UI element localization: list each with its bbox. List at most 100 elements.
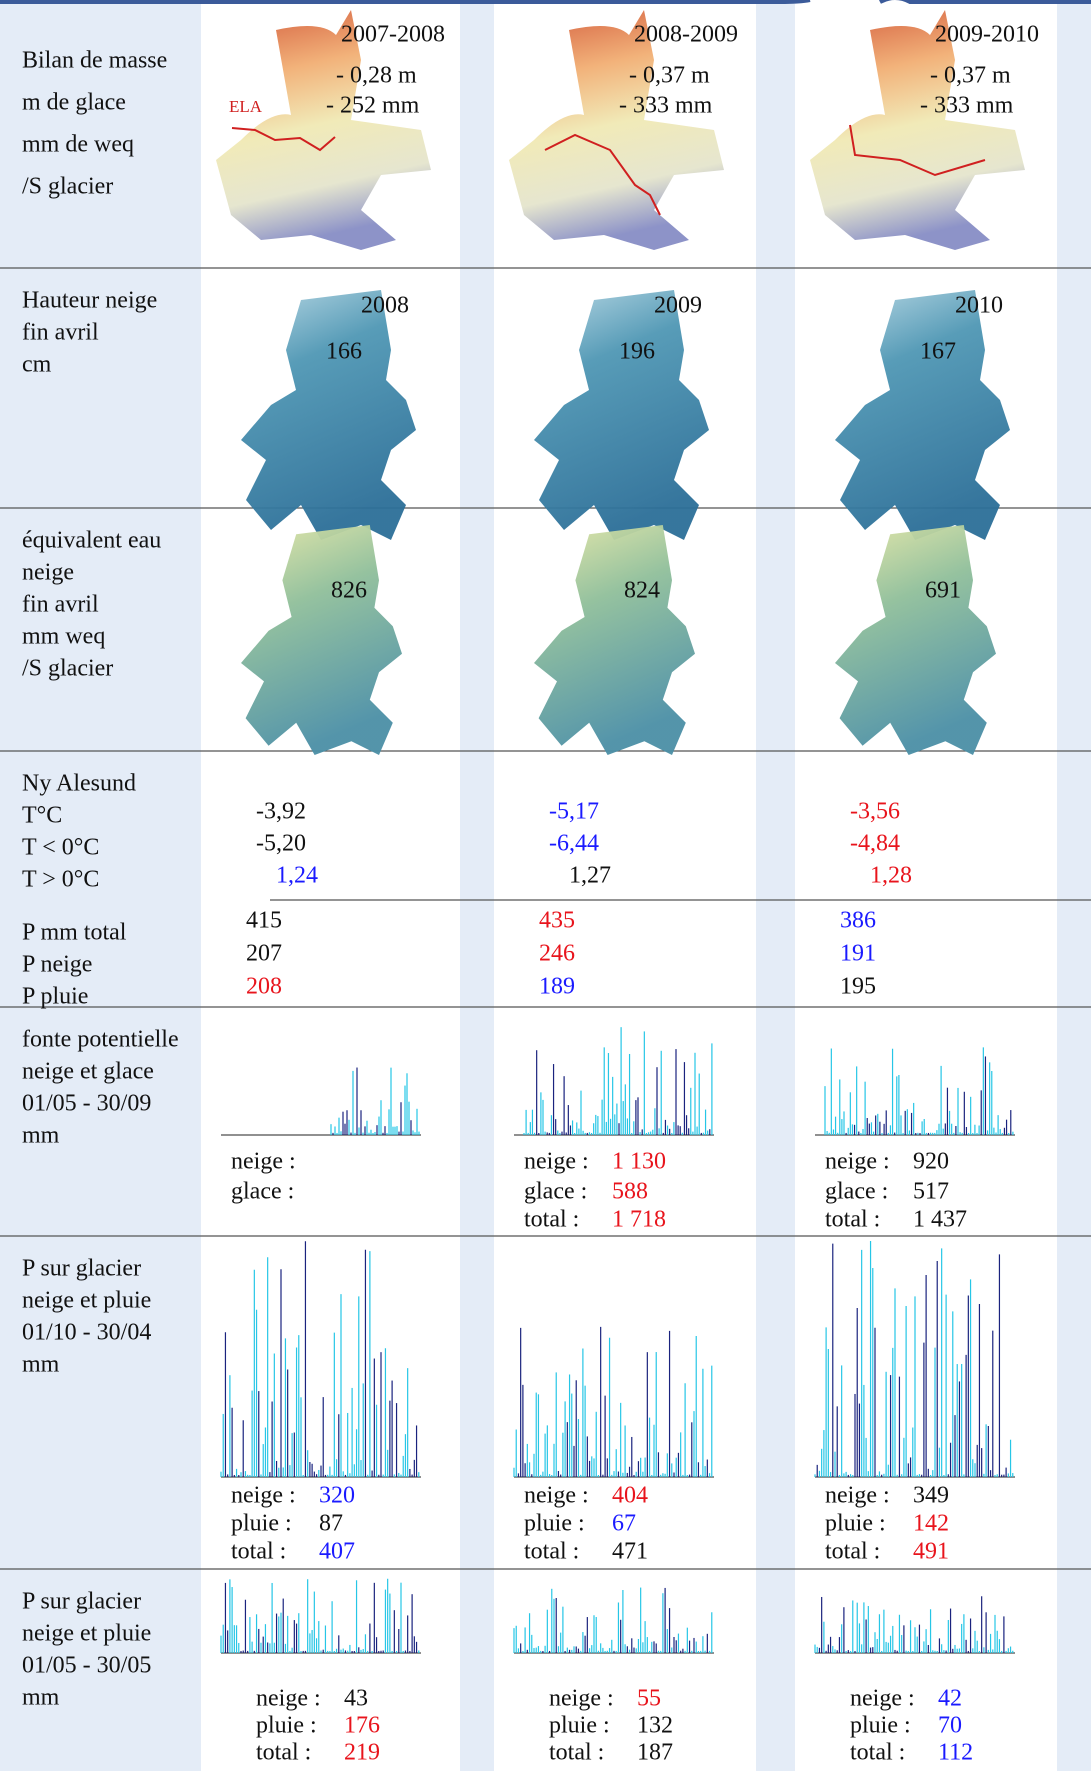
row-label: T°C bbox=[22, 803, 62, 829]
row-label: mm de weq bbox=[22, 132, 134, 158]
climate-value: -5,20 bbox=[256, 831, 306, 857]
climate-value: 189 bbox=[539, 974, 575, 1000]
stat-label: neige : bbox=[850, 1686, 915, 1712]
stat-value: 55 bbox=[637, 1686, 661, 1712]
stat-label: total : bbox=[825, 1539, 880, 1565]
stat-label: pluie : bbox=[549, 1713, 610, 1739]
stat-value: 1 130 bbox=[612, 1149, 666, 1175]
stat-label: neige : bbox=[256, 1686, 321, 1712]
stat-label: pluie : bbox=[850, 1713, 911, 1739]
stat-label: neige : bbox=[825, 1483, 890, 1509]
snow-depth: 166 bbox=[326, 339, 362, 365]
climate-value: 1,24 bbox=[276, 863, 318, 889]
row-label: T < 0°C bbox=[22, 835, 99, 861]
climate-value: 195 bbox=[840, 974, 876, 1000]
row-label: équivalent eau bbox=[22, 528, 161, 554]
climate-value: 191 bbox=[840, 941, 876, 967]
glacier-map bbox=[810, 10, 1025, 250]
snow-weq: 691 bbox=[925, 578, 961, 604]
row-label: 01/05 - 30/09 bbox=[22, 1091, 151, 1117]
stat-label: neige : bbox=[524, 1483, 589, 1509]
stat-value: 491 bbox=[913, 1539, 949, 1565]
climate-value: 246 bbox=[539, 941, 575, 967]
stat-label: total : bbox=[524, 1207, 579, 1233]
label-column bbox=[0, 4, 201, 1771]
glacier-map bbox=[835, 525, 996, 755]
climate-value: 207 bbox=[246, 941, 282, 967]
snow-depth: 167 bbox=[920, 339, 956, 365]
snow-weq: 826 bbox=[331, 578, 367, 604]
climate-value: 386 bbox=[840, 908, 876, 934]
year: 2010 bbox=[955, 293, 1003, 319]
glacier-map bbox=[534, 525, 695, 755]
row-label: P sur glacier bbox=[22, 1256, 141, 1282]
stripe bbox=[1057, 4, 1091, 1771]
stat-label: total : bbox=[256, 1740, 311, 1766]
ela-label: ELA bbox=[229, 97, 263, 116]
glacier-map bbox=[241, 525, 402, 755]
stat-value: 42 bbox=[938, 1686, 962, 1712]
mass-mm: - 252 mm bbox=[326, 93, 420, 119]
stat-label: total : bbox=[549, 1740, 604, 1766]
stat-label: neige : bbox=[825, 1149, 890, 1175]
stat-label: total : bbox=[231, 1539, 286, 1565]
climate-value: -5,17 bbox=[549, 799, 599, 825]
glacier-map bbox=[835, 290, 1010, 540]
climate-value: 435 bbox=[539, 908, 575, 934]
stat-label: neige : bbox=[231, 1149, 296, 1175]
row-label: mm weq bbox=[22, 624, 105, 650]
stat-value: 87 bbox=[319, 1511, 343, 1537]
year: 2008 bbox=[361, 293, 409, 319]
stat-label: pluie : bbox=[825, 1511, 886, 1537]
stat-value: 320 bbox=[319, 1483, 355, 1509]
row-label: fonte potentielle bbox=[22, 1027, 179, 1053]
climate-value: 208 bbox=[246, 974, 282, 1000]
row-label: T > 0°C bbox=[22, 867, 99, 893]
stat-value: 920 bbox=[913, 1149, 949, 1175]
stat-value: 187 bbox=[637, 1740, 673, 1766]
climate-value: 415 bbox=[246, 908, 282, 934]
glacier-map bbox=[216, 10, 431, 250]
stat-value: 219 bbox=[344, 1740, 380, 1766]
row-label: neige et pluie bbox=[22, 1621, 151, 1647]
stat-label: glace : bbox=[231, 1179, 294, 1205]
stat-value: 142 bbox=[913, 1511, 949, 1537]
mass-mm: - 333 mm bbox=[619, 93, 713, 119]
stat-label: total : bbox=[850, 1740, 905, 1766]
stripe bbox=[460, 4, 494, 1771]
stat-label: neige : bbox=[231, 1483, 296, 1509]
mass-mm: - 333 mm bbox=[920, 93, 1014, 119]
row-label: Hauteur neige bbox=[22, 288, 157, 314]
row-label: neige et glace bbox=[22, 1059, 154, 1085]
stat-value: 471 bbox=[612, 1539, 648, 1565]
row-label: P sur glacier bbox=[22, 1589, 141, 1615]
row-label: Bilan de masse bbox=[22, 48, 167, 74]
row-label: 01/10 - 30/04 bbox=[22, 1320, 151, 1346]
year: 2008-2009 bbox=[634, 22, 738, 48]
stat-label: pluie : bbox=[524, 1511, 585, 1537]
stat-label: total : bbox=[825, 1207, 880, 1233]
mass-m: - 0,37 m bbox=[629, 63, 710, 89]
stat-value: 1 718 bbox=[612, 1207, 666, 1233]
stat-value: 67 bbox=[612, 1511, 636, 1537]
stripe bbox=[756, 4, 795, 1771]
stat-value: 1 437 bbox=[913, 1207, 967, 1233]
climate-value: -3,56 bbox=[850, 799, 900, 825]
stat-label: glace : bbox=[524, 1179, 587, 1205]
row-label: P pluie bbox=[22, 984, 88, 1010]
stat-value: 407 bbox=[319, 1539, 355, 1565]
row-label: P neige bbox=[22, 952, 92, 978]
mass-m: - 0,37 m bbox=[930, 63, 1011, 89]
row-label: m de glace bbox=[22, 90, 126, 116]
ela-line bbox=[544, 133, 661, 216]
stat-value: 349 bbox=[913, 1483, 949, 1509]
row-label: neige et pluie bbox=[22, 1288, 151, 1314]
glacier-map bbox=[241, 290, 416, 540]
stat-label: total : bbox=[524, 1539, 579, 1565]
row-label: neige bbox=[22, 560, 74, 586]
row-label: mm bbox=[22, 1352, 60, 1378]
stat-value: 404 bbox=[612, 1483, 648, 1509]
row-label: Ny Alesund bbox=[22, 771, 136, 797]
